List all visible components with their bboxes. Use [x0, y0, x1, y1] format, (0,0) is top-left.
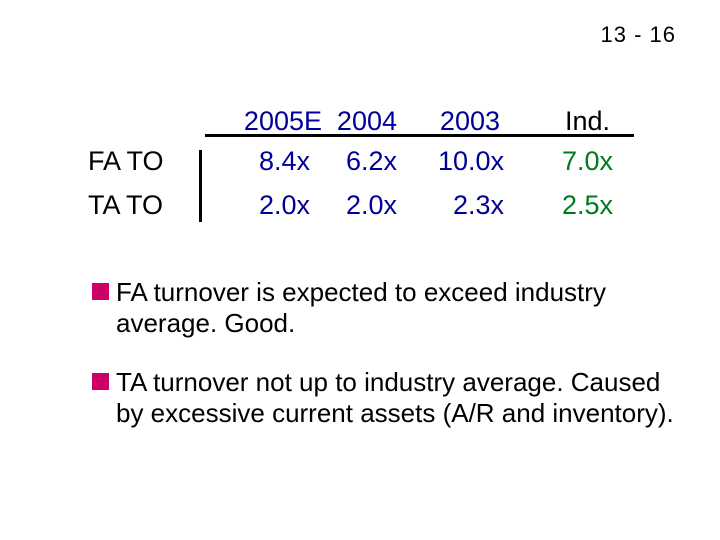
header-industry: Ind.: [564, 106, 610, 136]
bullet-item: TA turnover not up to industry average. …: [92, 367, 692, 429]
row-label-ta-to: TA TO: [88, 190, 164, 220]
square-bullet-icon: [92, 373, 109, 390]
header-2005e: 2005E: [243, 106, 322, 136]
header-2004: 2004: [336, 106, 397, 136]
row-label-fa-to: FA TO: [88, 146, 164, 176]
bullet-list: FA turnover is expected to exceed indust…: [92, 277, 692, 457]
cell-ta-to-industry: 2.5x: [561, 190, 613, 220]
square-bullet-icon: [92, 283, 109, 300]
bullet-item: FA turnover is expected to exceed indust…: [92, 277, 692, 339]
header-2003: 2003: [439, 106, 500, 136]
cell-ta-to-2004: 2.0x: [345, 190, 397, 220]
header-underline: [205, 134, 634, 137]
cell-fa-to-2003: 10.0x: [437, 146, 504, 176]
cell-ta-to-2003: 2.3x: [452, 190, 504, 220]
bullet-text: FA turnover is expected to exceed indust…: [116, 277, 606, 338]
ratio-table: 2005E 2004 2003 Ind. FA TO 8.4x 6.2x 10.…: [0, 103, 720, 223]
bullet-text: TA turnover not up to industry average. …: [116, 367, 674, 428]
cell-fa-to-2005e: 8.4x: [258, 146, 310, 176]
cell-fa-to-2004: 6.2x: [345, 146, 397, 176]
page-number: 13 - 16: [600, 22, 676, 47]
cell-ta-to-2005e: 2.0x: [258, 190, 310, 220]
label-divider: [199, 150, 202, 222]
cell-fa-to-industry: 7.0x: [561, 146, 613, 176]
